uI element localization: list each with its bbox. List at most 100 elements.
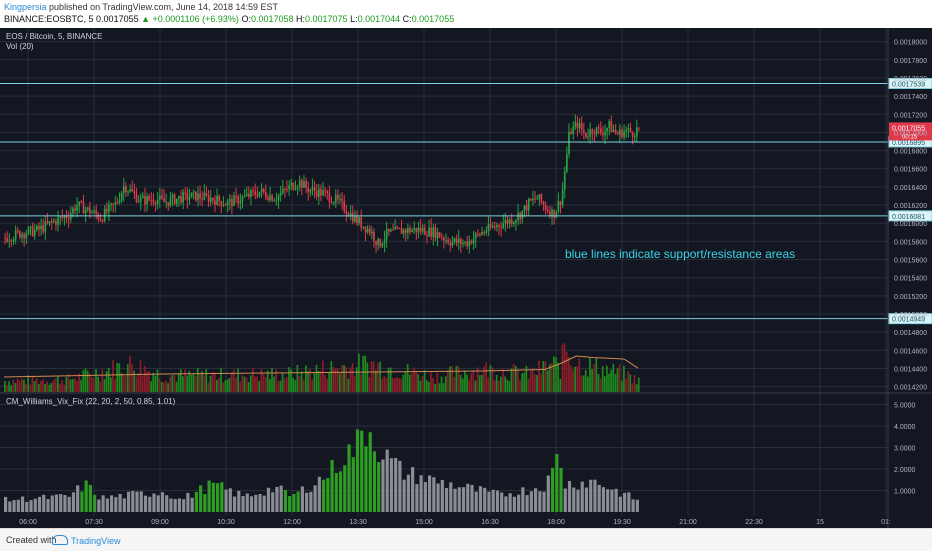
candle-body <box>529 199 532 201</box>
vix-bar <box>131 491 135 512</box>
vix-bar <box>143 495 148 512</box>
annotation-text[interactable]: blue lines indicate support/resistance a… <box>565 247 795 261</box>
vix-bar <box>8 501 12 512</box>
price-tick-label: 0.0014200 <box>894 385 927 392</box>
volume-bar <box>42 379 44 392</box>
candle-body <box>273 200 276 202</box>
volume-bar <box>565 351 568 392</box>
level-label: 0.0016895 <box>892 140 925 147</box>
vix-bar <box>20 496 25 512</box>
candle-body <box>294 188 297 190</box>
tradingview-logo[interactable]: TradingView <box>52 535 121 546</box>
candle-body <box>324 190 327 192</box>
vix-bar <box>614 488 618 512</box>
vix-bar <box>546 475 550 512</box>
candle-body <box>38 225 40 230</box>
candle-body <box>4 237 6 239</box>
candle-body <box>186 192 189 200</box>
volume-bar <box>398 378 401 392</box>
vix-bar <box>262 495 266 512</box>
candle-body <box>597 127 600 129</box>
volume-bar <box>48 384 51 392</box>
candle-body <box>576 122 579 129</box>
volume-bar <box>35 378 38 392</box>
volume-bar <box>20 378 23 392</box>
candle-body <box>580 123 583 130</box>
candle-body <box>330 202 333 204</box>
volume-bar <box>557 362 560 392</box>
vix-bar <box>483 487 487 512</box>
volume-bar <box>379 361 381 392</box>
volume-bar <box>428 381 430 392</box>
vix-bar <box>63 495 67 512</box>
candle-body <box>195 191 197 201</box>
vix-bar <box>457 487 461 512</box>
volume-bar <box>519 379 521 392</box>
volume-bar <box>517 369 519 392</box>
volume-bar <box>241 375 244 392</box>
vix-bar <box>76 485 80 512</box>
vix-bar <box>610 489 614 512</box>
volume-bar <box>625 378 627 392</box>
candle-body <box>237 196 240 204</box>
vix-bar <box>432 477 436 512</box>
volume-bar <box>506 379 509 392</box>
candle-body <box>167 202 170 206</box>
candle-body <box>201 198 204 200</box>
candle-body <box>409 227 411 233</box>
volume-bar <box>165 380 167 392</box>
candle-body <box>455 238 458 243</box>
publish-header: Kingpersia published on TradingView.com,… <box>0 0 932 28</box>
support-resistance-lines[interactable]: 0.00175390.00168950.00160810.00149490.00… <box>0 77 932 325</box>
candle-body <box>256 194 259 197</box>
volume-bar <box>69 379 72 392</box>
vix-bar <box>122 498 126 512</box>
candle-body <box>326 191 329 194</box>
time-tick-label: 06:00 <box>19 519 37 526</box>
vix-bar <box>555 454 559 512</box>
price-tick-label: 0.0014400 <box>894 366 927 373</box>
candle-body <box>635 127 638 137</box>
candle-body <box>317 188 320 197</box>
volume-bar <box>627 371 629 392</box>
candle-body <box>566 154 568 172</box>
volume-bar <box>381 378 384 392</box>
volume-bar <box>190 374 193 392</box>
candle-body <box>557 201 560 212</box>
publish-info: Kingpersia published on TradingView.com,… <box>4 2 278 12</box>
vix-bar <box>406 474 410 512</box>
volume-bar <box>281 372 284 392</box>
candle-body <box>390 229 392 232</box>
volume-bar <box>148 370 150 392</box>
price-chart[interactable]: 0.00175390.00168950.00160810.00149490.00… <box>0 28 932 528</box>
volume-bar <box>135 376 138 392</box>
vix-bar <box>495 490 500 512</box>
close-value: 0.0017055 <box>411 14 455 24</box>
vix-bar <box>88 484 92 512</box>
volume-bar <box>527 378 530 392</box>
volume-bar <box>440 376 443 392</box>
candle-body <box>589 129 592 137</box>
candle-body <box>546 210 549 212</box>
vix-bar <box>589 479 593 512</box>
candle-body <box>582 129 585 133</box>
candle-body <box>216 195 218 205</box>
volume-bar <box>8 381 10 392</box>
vix-bar <box>110 495 114 512</box>
author-link[interactable]: Kingpersia <box>4 2 47 12</box>
volume-bar <box>103 379 106 392</box>
candle-body <box>451 241 454 246</box>
volume-bar <box>232 369 235 392</box>
candle-body <box>108 204 110 213</box>
candle-body <box>16 230 19 232</box>
volume-bar <box>561 344 564 392</box>
price-change: ▲ +0.0001106 (+6.93%) <box>141 14 239 24</box>
vix-bar <box>504 496 508 512</box>
candle-body <box>385 228 388 240</box>
volume-bar <box>228 378 231 392</box>
volume-bar <box>288 367 290 392</box>
volume-bar <box>33 381 36 392</box>
volume-bar <box>421 375 424 392</box>
volume-bar <box>186 375 189 392</box>
footer: Created with TradingView <box>0 528 932 551</box>
